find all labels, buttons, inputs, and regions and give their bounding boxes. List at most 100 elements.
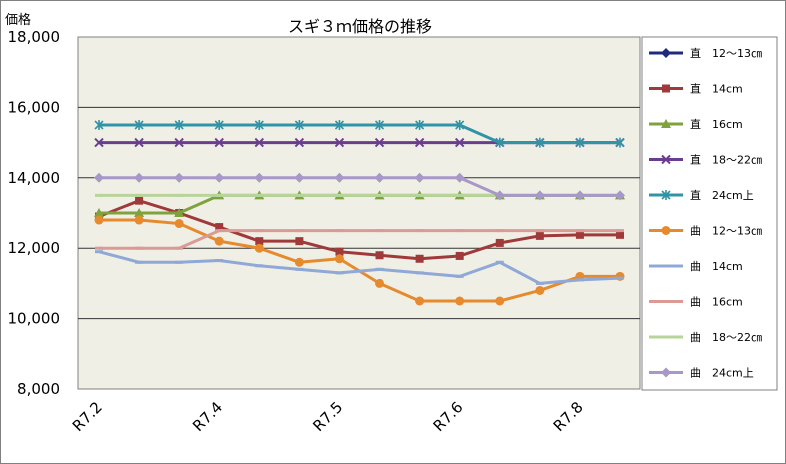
data-point (334, 254, 344, 264)
data-point (495, 296, 505, 306)
legend-item: 直 24cm上 (649, 188, 754, 202)
data-point (615, 137, 625, 148)
y-tick-label: 10,000 (8, 310, 61, 328)
data-point (135, 196, 144, 205)
data-point (94, 208, 104, 217)
data-point (454, 137, 465, 148)
legend-item: 直 14cm (649, 82, 743, 96)
data-point (616, 230, 624, 239)
data-point (661, 367, 671, 378)
x-tick-label: R7.6 (430, 398, 467, 435)
data-point (455, 120, 465, 130)
data-point (661, 190, 671, 200)
data-point (334, 137, 345, 148)
x-tick-label: R7.2 (69, 398, 106, 435)
data-point (334, 120, 345, 130)
data-point (294, 172, 305, 183)
legend-item: 曲 18～22㎝ (649, 331, 762, 344)
data-point (415, 120, 425, 130)
data-point (294, 120, 304, 130)
data-point (375, 251, 384, 260)
series-lines (94, 120, 625, 306)
data-point (415, 296, 425, 306)
data-point (661, 154, 671, 165)
data-point (214, 236, 224, 246)
data-point (214, 172, 225, 183)
data-point (134, 208, 145, 217)
legend-item: 曲 12～13㎝ (649, 225, 762, 238)
data-point (535, 231, 544, 240)
data-point (94, 137, 104, 148)
series (95, 250, 624, 285)
data-point (374, 172, 385, 183)
series (94, 120, 625, 148)
data-point (174, 120, 184, 130)
legend-item: 直 18～22㎝ (649, 153, 762, 167)
legend-label: 直 24cm上 (690, 188, 754, 202)
legend-label: 直 12～13㎝ (690, 46, 762, 60)
data-point (134, 172, 145, 183)
series-line (98, 250, 621, 285)
legend-box (641, 36, 778, 391)
legend-label: 直 18～22㎝ (690, 153, 762, 167)
series-line (99, 176, 620, 197)
series-line (99, 123, 620, 145)
data-point (174, 208, 185, 217)
data-point (294, 257, 304, 267)
legend-label: 曲 24cm上 (690, 367, 754, 380)
data-point (254, 243, 264, 253)
data-point (174, 137, 184, 148)
data-point (415, 254, 424, 263)
legend-item: 曲 14cm (649, 260, 743, 273)
data-point (414, 172, 425, 183)
data-point (662, 84, 670, 93)
data-point (374, 137, 385, 148)
y-tick-label: 14,000 (8, 169, 61, 187)
data-point (575, 137, 585, 148)
data-point (661, 119, 671, 128)
data-point (334, 172, 345, 183)
legend-label: 曲 12～13㎝ (690, 225, 762, 238)
y-tick-label: 12,000 (8, 239, 61, 257)
data-point (375, 278, 385, 288)
data-point (134, 215, 144, 225)
data-point (214, 137, 224, 148)
data-point (454, 172, 465, 183)
series (94, 172, 625, 201)
data-point (174, 219, 184, 229)
legend-label: 直 14cm (690, 82, 743, 96)
y-tick-label: 8,000 (17, 380, 60, 398)
data-point (94, 215, 104, 225)
series-line (99, 229, 620, 250)
x-tick-label: R7.8 (550, 398, 587, 435)
data-point (134, 120, 144, 130)
data-point (661, 226, 671, 235)
y-tick-label: 16,000 (8, 98, 61, 116)
data-point (414, 137, 425, 148)
data-point (455, 296, 465, 306)
legend-item: 曲 16cm (649, 296, 743, 309)
data-point (254, 172, 265, 183)
data-point (254, 137, 265, 148)
data-point (575, 230, 584, 239)
y-axis-label: 価格 (5, 12, 31, 28)
data-point (494, 190, 505, 201)
series (95, 229, 624, 250)
data-point (535, 285, 545, 295)
legend-item: 直 12～13㎝ (649, 46, 762, 60)
data-point (254, 120, 264, 130)
data-point (455, 251, 464, 260)
data-point (661, 48, 671, 58)
x-tick-label: R7.5 (309, 398, 346, 435)
data-point (295, 237, 304, 246)
legend-label: 直 16cm (690, 117, 743, 131)
data-point (174, 172, 185, 183)
chart-title: スギ３ｍ価格の推移 (288, 17, 432, 36)
data-point (574, 190, 585, 201)
data-point (215, 223, 224, 232)
data-point (374, 120, 385, 130)
data-point (294, 137, 305, 148)
data-point (335, 247, 344, 256)
